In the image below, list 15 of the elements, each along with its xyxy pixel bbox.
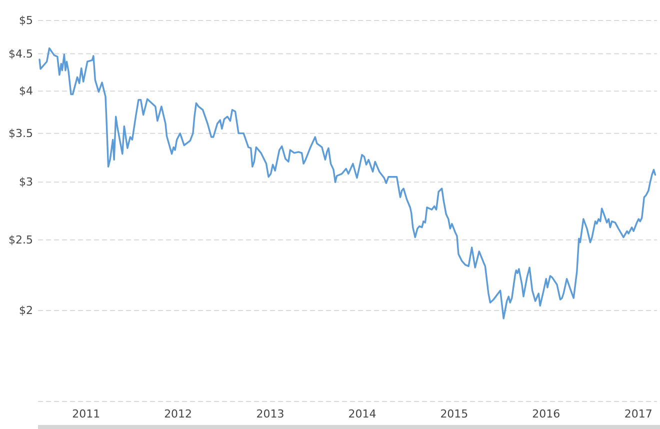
y-tick-label: $2.5: [8, 233, 33, 246]
x-tick-label: 2012: [164, 408, 192, 420]
x-tick-label: 2016: [532, 408, 560, 420]
y-tick-label: $4.5: [8, 47, 33, 60]
y-tick-label: $2: [19, 304, 33, 317]
x-tick-label: 2014: [348, 408, 376, 420]
x-tick-label: 2011: [72, 408, 100, 420]
line-series: [38, 47, 656, 320]
y-tick-label: $5: [19, 14, 33, 27]
y-tick-label: $3: [19, 176, 33, 189]
x-tick-label: 2013: [256, 408, 284, 420]
y-tick-label: $4: [19, 84, 33, 98]
x-tick-label: 2015: [440, 408, 468, 420]
y-tick-label: $3.5: [8, 126, 33, 140]
x-tick-label: 2017: [624, 408, 652, 420]
